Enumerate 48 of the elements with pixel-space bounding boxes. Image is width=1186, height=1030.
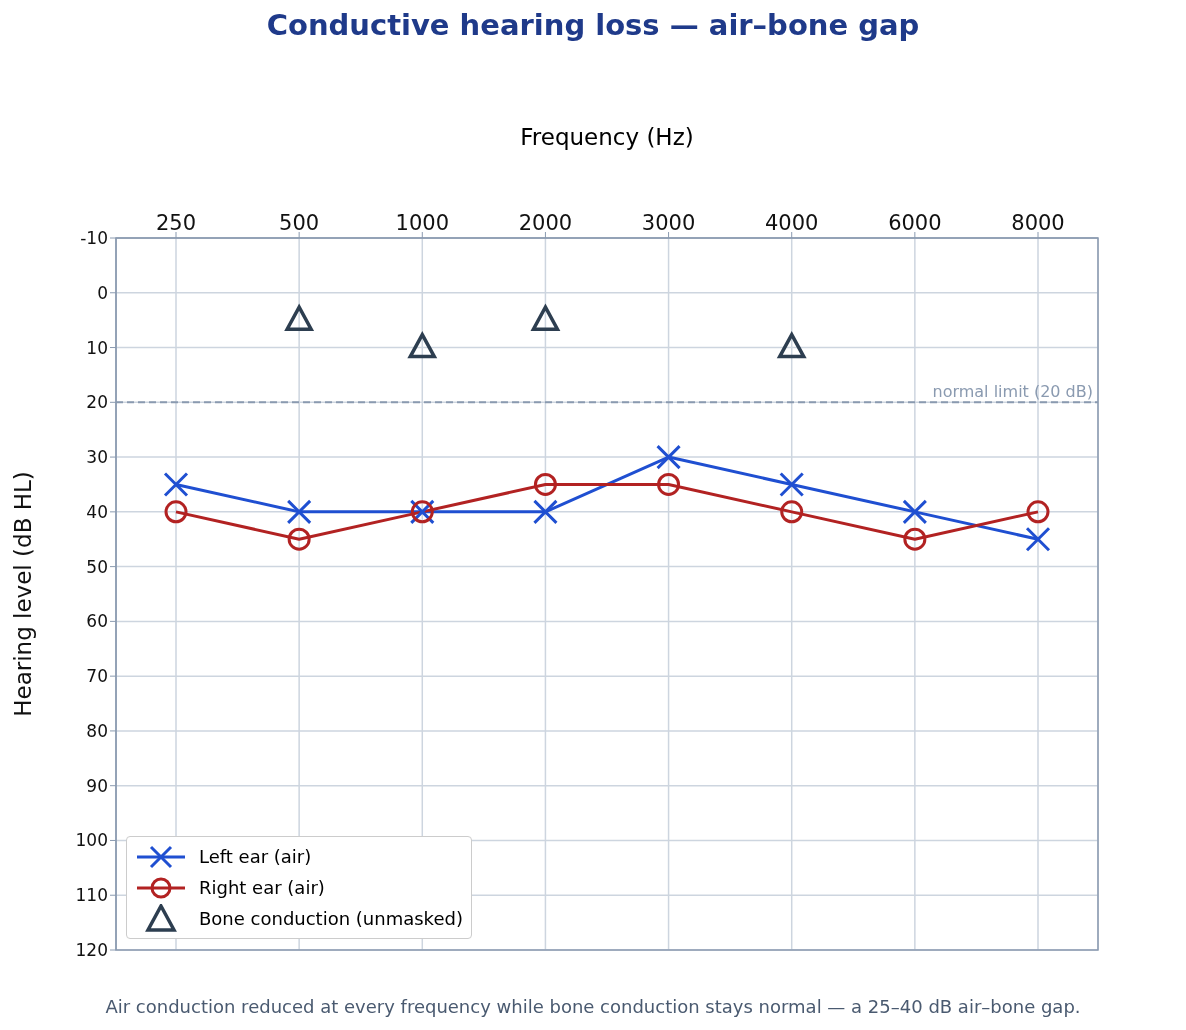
point [532,499,558,525]
y-tick-label: 20 [86,392,108,413]
y-tick-label: 80 [86,720,108,741]
y-tick-label: 70 [86,666,108,687]
legend-label: Left ear (air) [199,846,312,867]
x-tick-label: 250 [155,211,197,235]
y-tick-label: -10 [80,228,108,249]
chart-title: Conductive hearing loss — air–bone gap [265,8,921,42]
point [285,305,313,331]
point [780,500,804,524]
x-tick-label: 1000 [395,211,450,235]
point [287,527,311,551]
y-axis-title: Hearing level (dB HL) [10,471,37,717]
y-tick-label: 100 [75,830,108,851]
point [903,527,927,551]
point [533,472,557,496]
point [408,332,437,359]
point [656,444,682,470]
point [902,499,928,525]
y-tick-label: 30 [86,447,108,468]
y-tick-label: 110 [75,885,108,906]
point [163,471,189,497]
legend-label: Bone conduction (unmasked) [199,908,463,929]
point [1026,500,1050,524]
y-tick-label: 90 [86,775,108,796]
legend-label: Right ear (air) [199,877,325,898]
y-tick-label: 40 [86,501,108,522]
point [777,332,806,359]
y-tick-label: 10 [86,337,108,358]
ref-line-label: normal limit (20 dB) [932,381,1093,401]
point [286,499,312,525]
y-tick-label: 60 [86,611,108,632]
x-tick-label: 8000 [1011,211,1065,235]
point [164,500,188,524]
x-tick-label: 4000 [764,211,819,235]
x-tick-label: 2000 [518,211,573,235]
text: Air conduction reduced at every frequency while bone conduction stays normal — a 25–40 dB air–bone gap. [104,996,1082,1017]
y-tick-label: 50 [86,556,108,577]
y-tick-label: 120 [75,940,108,961]
x-axis-title: Frequency (Hz) [519,124,695,150]
point [531,305,560,331]
x-tick-label: 6000 [888,211,942,235]
x-tick-label: 500 [279,211,320,235]
y-tick-label: 0 [97,282,108,303]
point [1025,526,1051,552]
point [657,472,681,496]
x-tick-label: 3000 [641,211,696,235]
point [779,471,805,497]
